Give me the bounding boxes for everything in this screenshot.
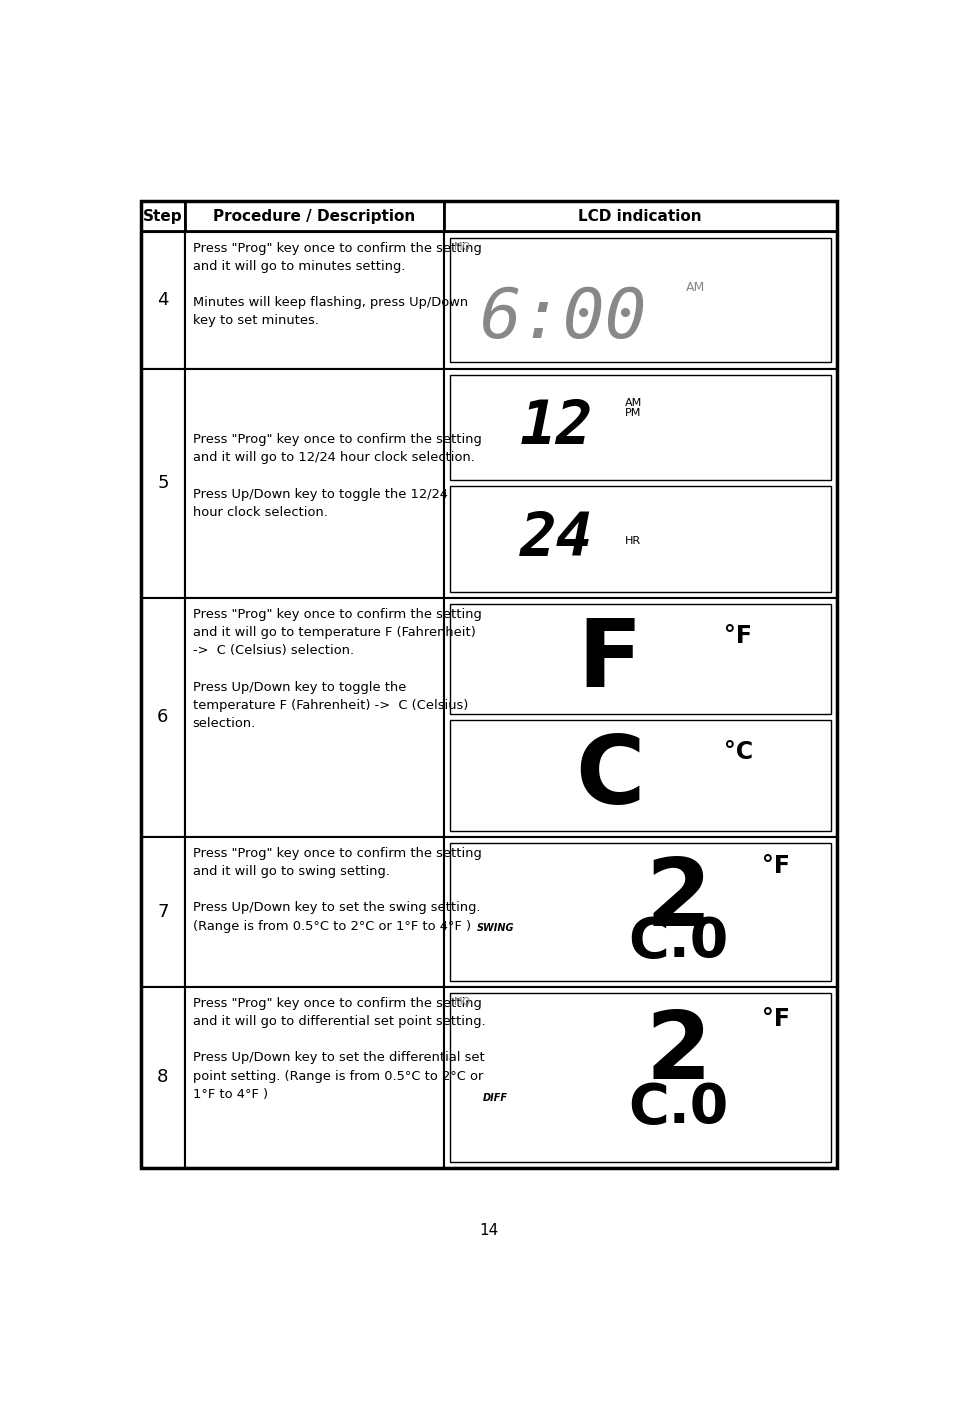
Text: Procedure / Description: Procedure / Description [213,209,415,223]
Text: 7: 7 [157,902,169,920]
Text: AM
PM: AM PM [624,398,641,418]
Bar [450,375,830,480]
Text: °F: °F [723,624,751,648]
Text: 8: 8 [157,1068,169,1086]
Bar [443,231,836,369]
Bar [450,605,830,714]
Bar [443,598,836,836]
Bar [141,986,185,1167]
Bar [450,487,830,592]
Bar [141,836,185,986]
Bar [450,843,830,981]
Text: MO: MO [454,241,470,251]
Text: 2: 2 [645,854,711,946]
Text: C.0: C.0 [628,1080,728,1135]
Bar [185,369,443,598]
Text: MO: MO [454,998,470,1007]
Text: DIFF: DIFF [482,1093,508,1103]
Bar [443,201,836,231]
Bar [185,836,443,986]
Text: Press "Prog" key once to confirm the setting
and it will go to temperature F (Fa: Press "Prog" key once to confirm the set… [193,607,481,730]
Text: Step: Step [143,209,182,223]
Bar [185,231,443,369]
Bar [141,231,185,369]
Text: F: F [577,616,641,707]
Text: 6: 6 [157,709,169,727]
Bar [185,598,443,836]
Bar [443,836,836,986]
Text: 4: 4 [157,290,169,309]
Text: 24: 24 [519,509,593,568]
Bar [185,986,443,1167]
Text: 6:00: 6:00 [480,285,647,352]
Text: 2: 2 [645,1006,711,1099]
Text: °F: °F [761,1006,789,1031]
Text: Press "Prog" key once to confirm the setting
and it will go to differential set : Press "Prog" key once to confirm the set… [193,998,485,1101]
Bar [450,993,830,1162]
Bar [450,721,830,831]
Text: °F: °F [761,854,789,878]
Text: C: C [575,732,644,824]
Text: C.0: C.0 [628,915,728,968]
Bar [450,237,830,362]
Bar [141,201,185,231]
Bar [141,598,185,836]
Text: 5: 5 [157,474,169,492]
Bar [141,201,836,1167]
Text: 14: 14 [478,1223,498,1239]
Text: AM: AM [685,282,704,295]
Text: Press "Prog" key once to confirm the setting
and it will go to minutes setting.
: Press "Prog" key once to confirm the set… [193,241,481,327]
Text: 12: 12 [519,398,593,457]
Text: SWING: SWING [476,923,514,933]
Bar [141,369,185,598]
Bar [185,201,443,231]
Bar [443,986,836,1167]
Text: Press "Prog" key once to confirm the setting
and it will go to swing setting.

P: Press "Prog" key once to confirm the set… [193,847,481,933]
Text: LCD indication: LCD indication [578,209,701,223]
Text: HR: HR [624,536,640,546]
Text: °C: °C [723,741,753,765]
Bar [443,369,836,598]
Text: Press "Prog" key once to confirm the setting
and it will go to 12/24 hour clock : Press "Prog" key once to confirm the set… [193,379,481,519]
